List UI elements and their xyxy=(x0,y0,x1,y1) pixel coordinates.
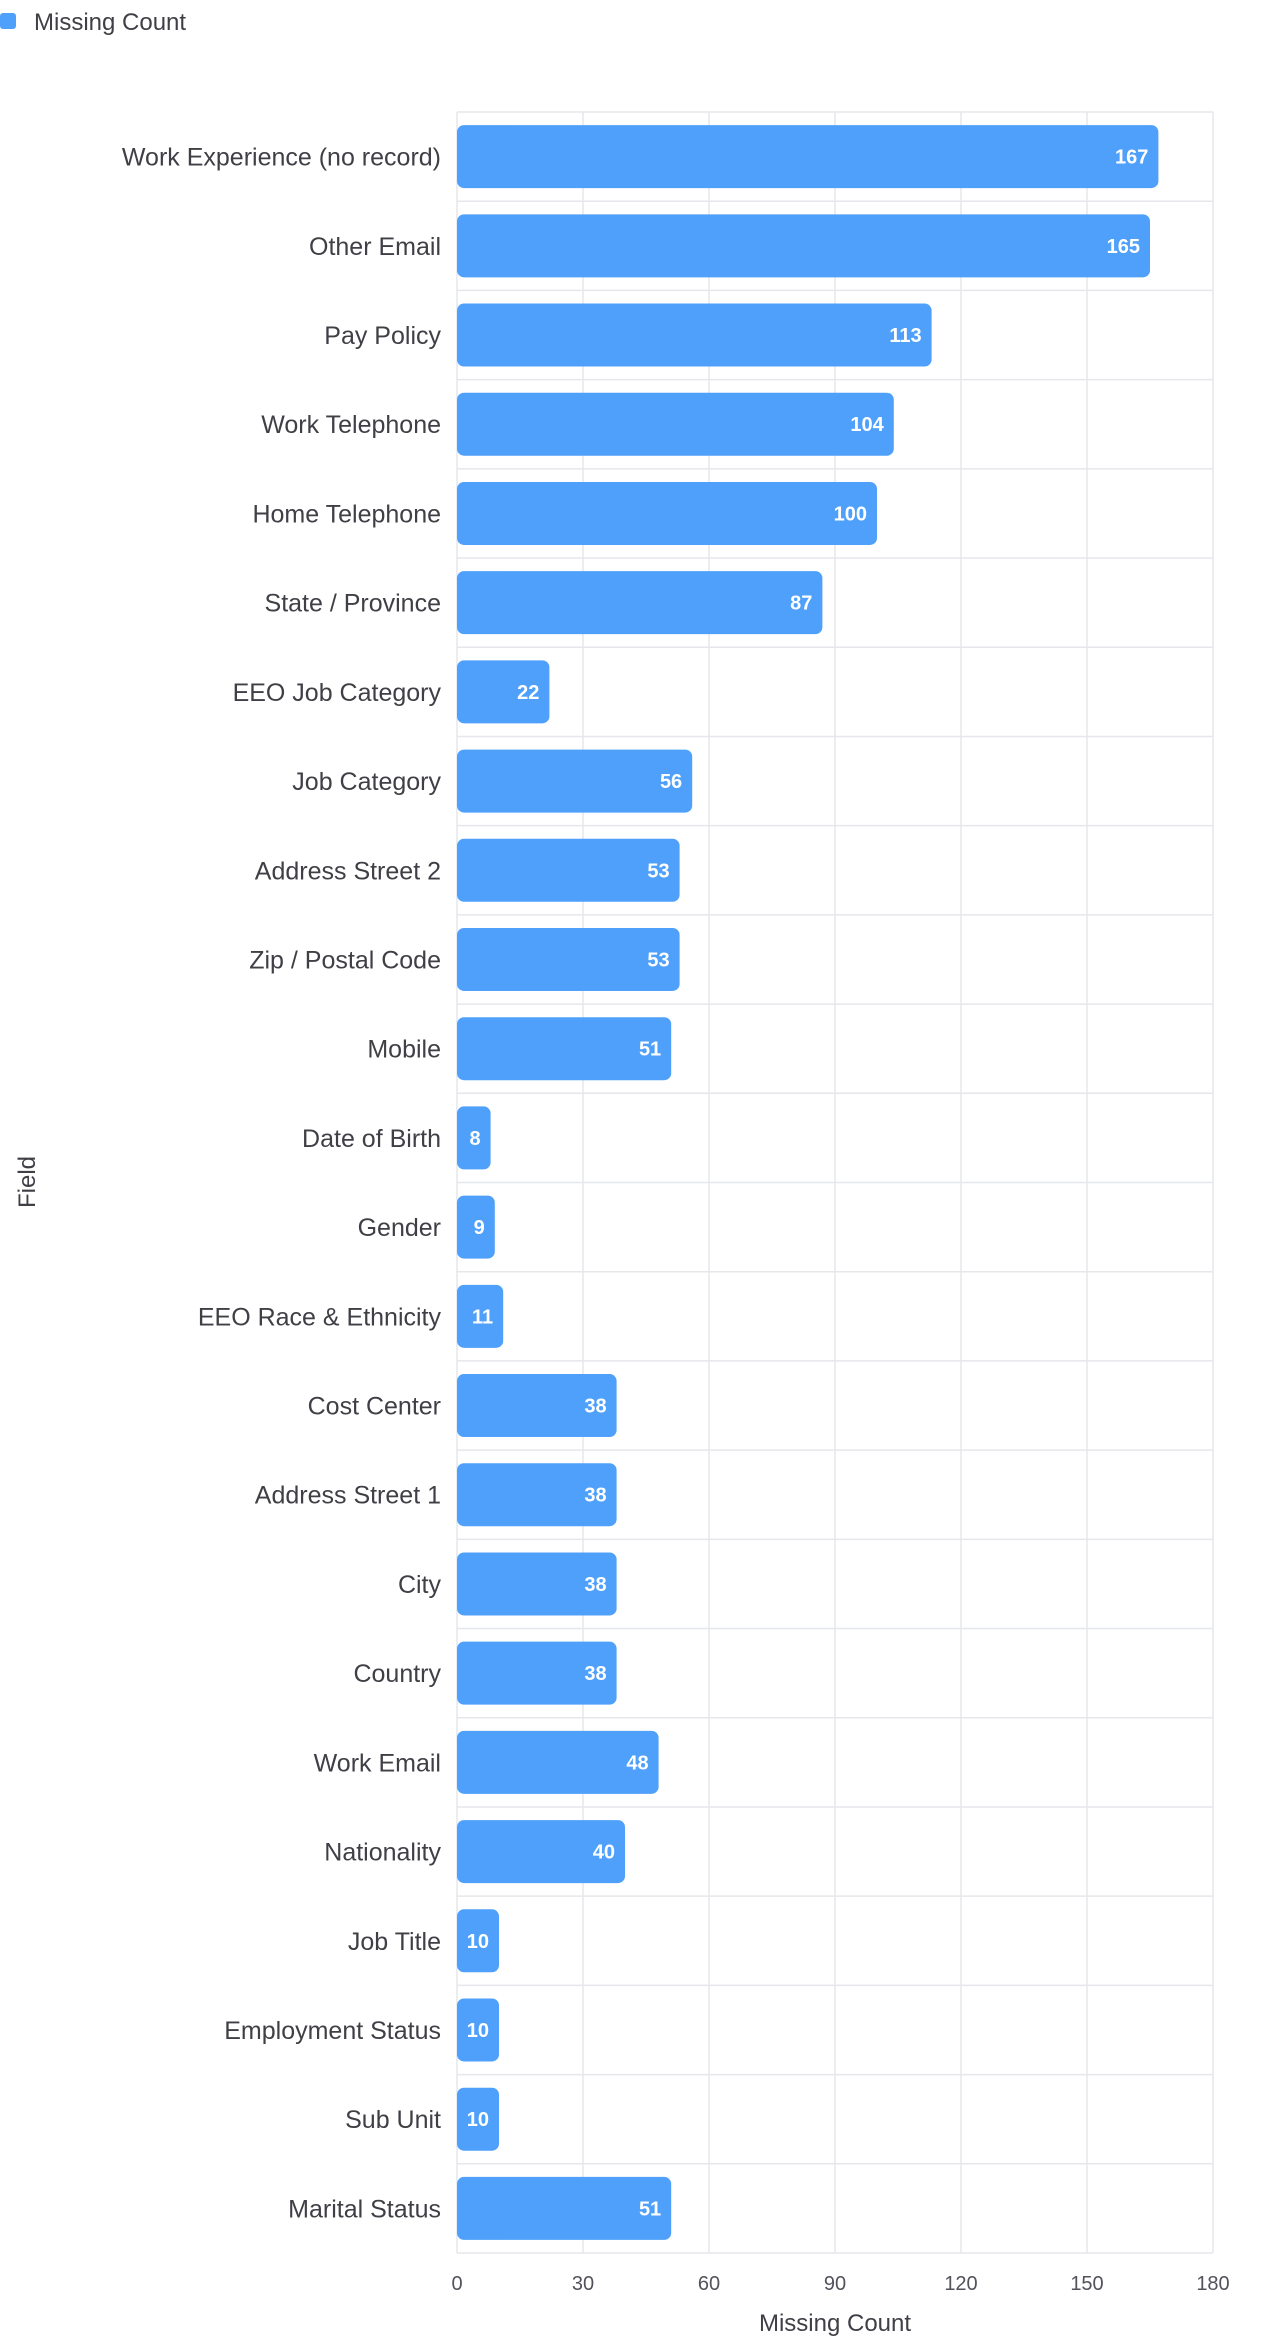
category-label: Work Email xyxy=(314,1749,441,1777)
category-label: Zip / Postal Code xyxy=(249,946,441,974)
category-label: Gender xyxy=(358,1214,441,1242)
category-label: Pay Policy xyxy=(324,322,441,350)
bar xyxy=(457,1106,491,1170)
bar-value-label: 104 xyxy=(850,414,884,436)
category-label: City xyxy=(398,1571,442,1599)
bar xyxy=(457,481,877,545)
category-labels: Work Experience (no record) Other Email Pa… xyxy=(122,144,442,2224)
category-label: Mobile xyxy=(367,1036,441,1064)
bar xyxy=(457,1017,672,1081)
x-tick-label: 180 xyxy=(1196,2273,1229,2295)
bar xyxy=(457,571,823,635)
bars: 167 165 113 104 100 87 22 56 53 53 51 8 9 11 38 38 38 38 4… xyxy=(457,125,1159,2240)
bar xyxy=(457,838,680,902)
x-tick-label: 60 xyxy=(698,2273,720,2295)
bar xyxy=(457,927,680,991)
category-label: Job Category xyxy=(292,768,441,796)
bar-value-label: 48 xyxy=(626,1752,648,1774)
category-label: EEO Race & Ethnicity xyxy=(198,1303,442,1331)
legend-swatch xyxy=(0,13,16,29)
category-label: EEO Job Category xyxy=(233,679,442,707)
category-label: Work Telephone xyxy=(261,411,441,439)
bar-value-label: 87 xyxy=(790,593,812,615)
y-axis-title: Field xyxy=(14,1156,41,1208)
x-tick-label: 150 xyxy=(1070,2273,1103,2295)
bar-value-label: 10 xyxy=(467,2020,489,2042)
bar-value-label: 22 xyxy=(517,682,539,704)
bar xyxy=(457,1374,617,1438)
legend-label: Missing Count xyxy=(34,9,186,36)
bar-value-label: 38 xyxy=(584,1485,606,1507)
category-label: Address Street 1 xyxy=(255,1482,441,1510)
bar xyxy=(457,392,894,456)
x-tick-label: 120 xyxy=(944,2273,977,2295)
bar-value-label: 51 xyxy=(639,1039,661,1061)
bar-value-label: 8 xyxy=(469,1128,480,1150)
bar xyxy=(457,1641,617,1705)
bar xyxy=(457,1998,499,2062)
category-label: Country xyxy=(353,1660,441,1688)
x-tick-label: 0 xyxy=(451,2273,462,2295)
category-label: Nationality xyxy=(324,1839,441,1867)
bar-value-label: 51 xyxy=(639,2198,661,2220)
category-label: Address Street 2 xyxy=(255,857,441,885)
category-label: Date of Birth xyxy=(302,1125,441,1153)
bar xyxy=(457,2176,672,2240)
category-label: Cost Center xyxy=(308,1393,441,1421)
bar-value-label: 38 xyxy=(584,1396,606,1418)
bar-value-label: 100 xyxy=(834,503,867,525)
bar xyxy=(457,660,550,724)
x-axis-title: Missing Count xyxy=(759,2310,911,2337)
bar-value-label: 167 xyxy=(1115,147,1148,169)
bar xyxy=(457,1820,625,1884)
bar-value-label: 40 xyxy=(593,1842,615,1864)
bar xyxy=(457,1195,495,1259)
bar xyxy=(457,1730,659,1794)
legend: Missing Count xyxy=(0,9,186,36)
bar xyxy=(457,1284,504,1348)
bar-value-label: 38 xyxy=(584,1574,606,1596)
bar xyxy=(457,1552,617,1616)
bar-value-label: 56 xyxy=(660,771,682,793)
category-label: Home Telephone xyxy=(252,500,441,528)
bar xyxy=(457,1909,499,1973)
category-label: Employment Status xyxy=(224,2017,441,2045)
category-label: Job Title xyxy=(348,1928,441,1956)
bar xyxy=(457,214,1150,278)
bar-value-label: 10 xyxy=(467,2109,489,2131)
bar xyxy=(457,749,693,813)
category-label: State / Province xyxy=(265,590,441,618)
category-label: Sub Unit xyxy=(345,2106,441,2134)
bar xyxy=(457,303,932,367)
category-label: Other Email xyxy=(309,233,441,261)
bar xyxy=(457,125,1159,189)
x-tick-label: 90 xyxy=(824,2273,846,2295)
bar-value-label: 53 xyxy=(647,949,669,971)
bar-value-label: 165 xyxy=(1107,236,1140,258)
bar-value-label: 38 xyxy=(584,1663,606,1685)
x-tick-label: 30 xyxy=(572,2273,594,2295)
category-label: Marital Status xyxy=(288,2195,441,2223)
bar-value-label: 10 xyxy=(467,1931,489,1953)
bar xyxy=(457,1463,617,1527)
bar-value-label: 11 xyxy=(472,1306,493,1328)
bar xyxy=(457,2087,499,2151)
category-label: Work Experience (no record) xyxy=(122,144,441,172)
gridlines xyxy=(456,111,1214,2254)
bar-value-label: 9 xyxy=(474,1217,485,1239)
bar-value-label: 113 xyxy=(889,325,921,347)
x-axis-ticks: 0 30 60 90 120 150 180 xyxy=(451,2273,1229,2295)
bar-value-label: 53 xyxy=(647,860,669,882)
